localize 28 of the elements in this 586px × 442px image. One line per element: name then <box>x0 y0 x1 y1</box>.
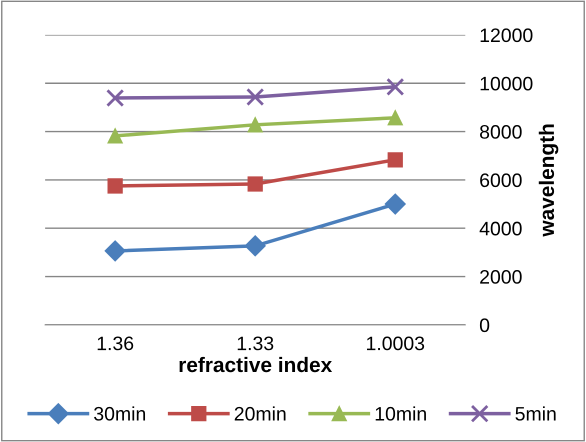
point <box>248 176 263 192</box>
point <box>386 78 404 96</box>
x-tick-label: 1.33 <box>238 336 274 350</box>
y-tick-label: 10000 <box>480 76 532 90</box>
point <box>384 194 406 215</box>
point <box>388 152 403 168</box>
y-tick-label: 8000 <box>480 125 522 139</box>
point <box>104 240 126 262</box>
legend-label: 30min <box>94 406 146 421</box>
x-axis-title: refractive index <box>180 356 332 372</box>
legend-label: 5min <box>515 406 556 421</box>
y-tick-label: 2000 <box>480 270 522 284</box>
legend-label: 20min <box>234 406 286 421</box>
point <box>246 88 264 106</box>
x-tick-label: 1.0003 <box>367 336 424 350</box>
legend-label: 10min <box>376 406 426 421</box>
y-tick-label: 4000 <box>480 222 522 236</box>
point <box>108 128 123 144</box>
point <box>106 88 124 108</box>
point <box>248 117 263 132</box>
point <box>244 235 266 256</box>
point <box>388 110 403 126</box>
y-tick-label: 0 <box>480 318 490 332</box>
x-tick-label: 1.36 <box>98 336 134 350</box>
y-axis-title: wavelength <box>538 124 558 237</box>
y-tick-label: 6000 <box>480 173 522 188</box>
y-tick-label: 12000 <box>480 28 532 42</box>
point <box>108 178 123 194</box>
